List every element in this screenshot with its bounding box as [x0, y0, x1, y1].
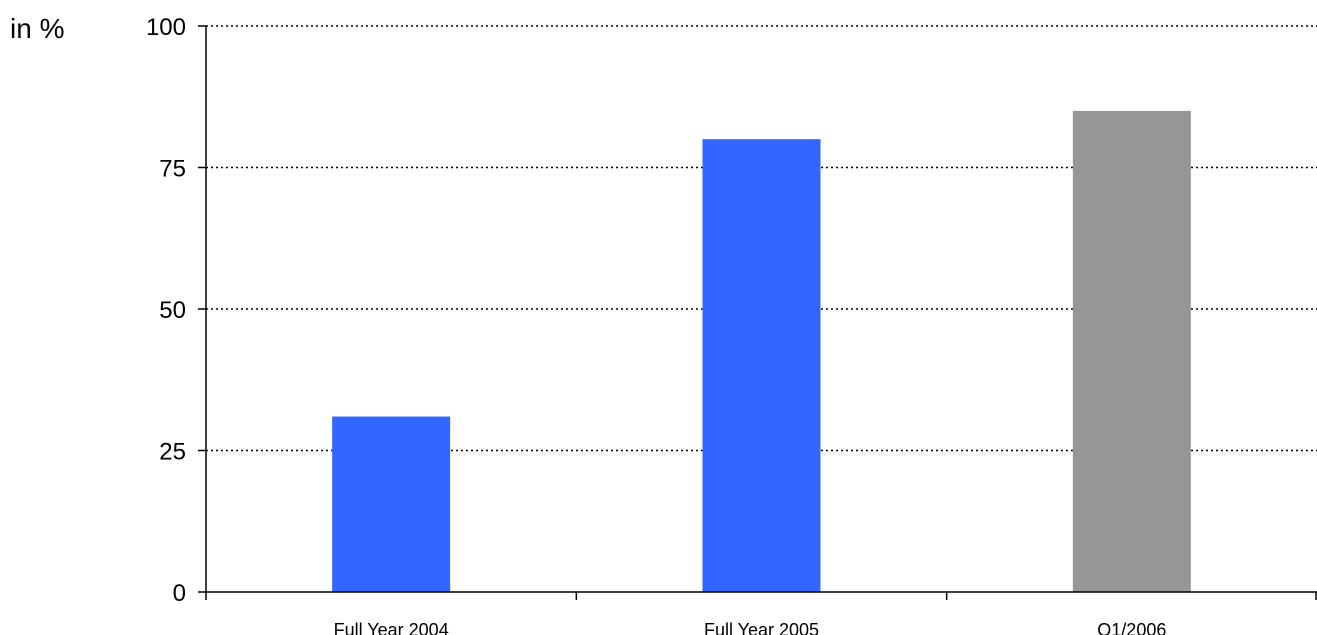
- bar-3: [1072, 110, 1191, 593]
- x-tick-label: Full Year 2004: [334, 620, 449, 635]
- bar-1: [332, 416, 451, 592]
- y-tick-label: 25: [159, 439, 186, 466]
- x-tick-label: Q1/2006: [1097, 620, 1166, 635]
- bar-2: [702, 139, 821, 592]
- axes: [198, 25, 1317, 600]
- y-axis-label: in %: [10, 13, 64, 44]
- y-tick-label: 0: [173, 580, 186, 607]
- x-tick-labels: Full Year 2004 Full Year 2005 Q1/2006: [334, 620, 1167, 635]
- y-tick-labels: 0 25 50 75 100: [146, 14, 186, 607]
- y-tick-label: 75: [159, 156, 186, 183]
- x-tick-label: Full Year 2005: [704, 620, 819, 635]
- y-tick-label: 100: [146, 14, 186, 41]
- bars: [332, 110, 1191, 593]
- y-tick-label: 50: [159, 297, 186, 324]
